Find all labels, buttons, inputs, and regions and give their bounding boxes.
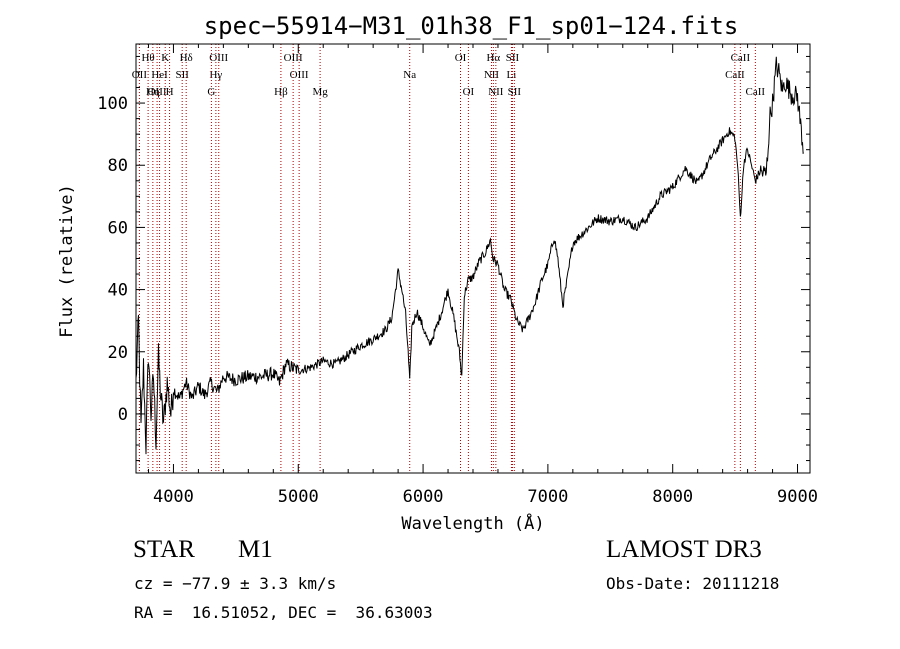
marker-label-1: OII — [132, 69, 148, 81]
marker-label-8: Hδ — [180, 52, 193, 64]
x-axis-label: Wavelength (Å) — [401, 512, 544, 534]
marker-label-3: Hη — [146, 86, 160, 98]
survey-label: LAMOST DR3 — [606, 536, 762, 563]
marker-label-18: OI — [463, 86, 475, 98]
marker-label-5: H — [166, 86, 174, 98]
y-tick-label: 60 — [108, 218, 128, 238]
object-subclass: M1 — [238, 536, 273, 563]
x-tick-label: 7000 — [527, 487, 568, 507]
observation-date: Obs-Date: 20111218 — [606, 574, 780, 593]
marker-label-21: NII — [488, 86, 504, 98]
x-tick-label: 6000 — [403, 487, 444, 507]
marker-label-11: G — [207, 86, 215, 98]
plot-layer — [135, 56, 805, 455]
y-tick-label: 20 — [108, 343, 128, 363]
marker-label-14: Hβ — [274, 86, 288, 98]
y-tick-label: 40 — [108, 281, 128, 301]
object-class: STAR — [133, 536, 195, 563]
marker-label-19: Hα — [486, 52, 500, 64]
marker-label-16: Na — [403, 69, 416, 81]
y-tick-label: 0 — [118, 405, 128, 425]
marker-label-9: OIII — [209, 52, 228, 64]
marker-label-4: K — [161, 52, 169, 64]
marker-label-13: OIII — [290, 69, 309, 81]
chart-title: spec−55914−M31_01h38_F1_sp01−124.fits — [204, 12, 739, 40]
marker-label-26: CaII — [725, 69, 745, 81]
marker-label-0: Hθ — [141, 52, 154, 64]
x-tick-label: 8000 — [652, 487, 693, 507]
redshift-velocity: cz = −77.9 ± 3.3 km/s — [134, 574, 337, 593]
marker-label-7: SII — [175, 69, 189, 81]
marker-label-24: SII — [508, 86, 522, 98]
coordinates: RA = 16.51052, DEC = 36.63003 — [134, 603, 433, 622]
marker-label-12: OIII — [284, 52, 303, 64]
spectrum-line — [135, 56, 805, 455]
marker-label-27: CaII — [746, 86, 766, 98]
y-tick-label: 80 — [108, 156, 128, 176]
x-tick-label: 9000 — [777, 487, 818, 507]
marker-label-6: HeI — [151, 69, 168, 81]
marker-label-20: NII — [484, 69, 500, 81]
x-tick-label: 5000 — [278, 487, 319, 507]
marker-label-15: Mg — [312, 86, 328, 98]
marker-label-17: OI — [455, 52, 467, 64]
marker-label-22: SII — [506, 52, 520, 64]
y-tick-label: 100 — [97, 94, 128, 114]
x-tick-label: 4000 — [153, 487, 194, 507]
y-axis-label: Flux (relative) — [57, 184, 77, 338]
plot-frame — [135, 43, 811, 474]
marker-label-25: CaII — [731, 52, 751, 64]
axis-ticks: 4000 5000 6000 7000 8000 9000 0 20 40 60 80 100 — [97, 44, 818, 507]
marker-label-23: Li — [507, 69, 517, 81]
marker-label-10: Hγ — [209, 69, 222, 81]
